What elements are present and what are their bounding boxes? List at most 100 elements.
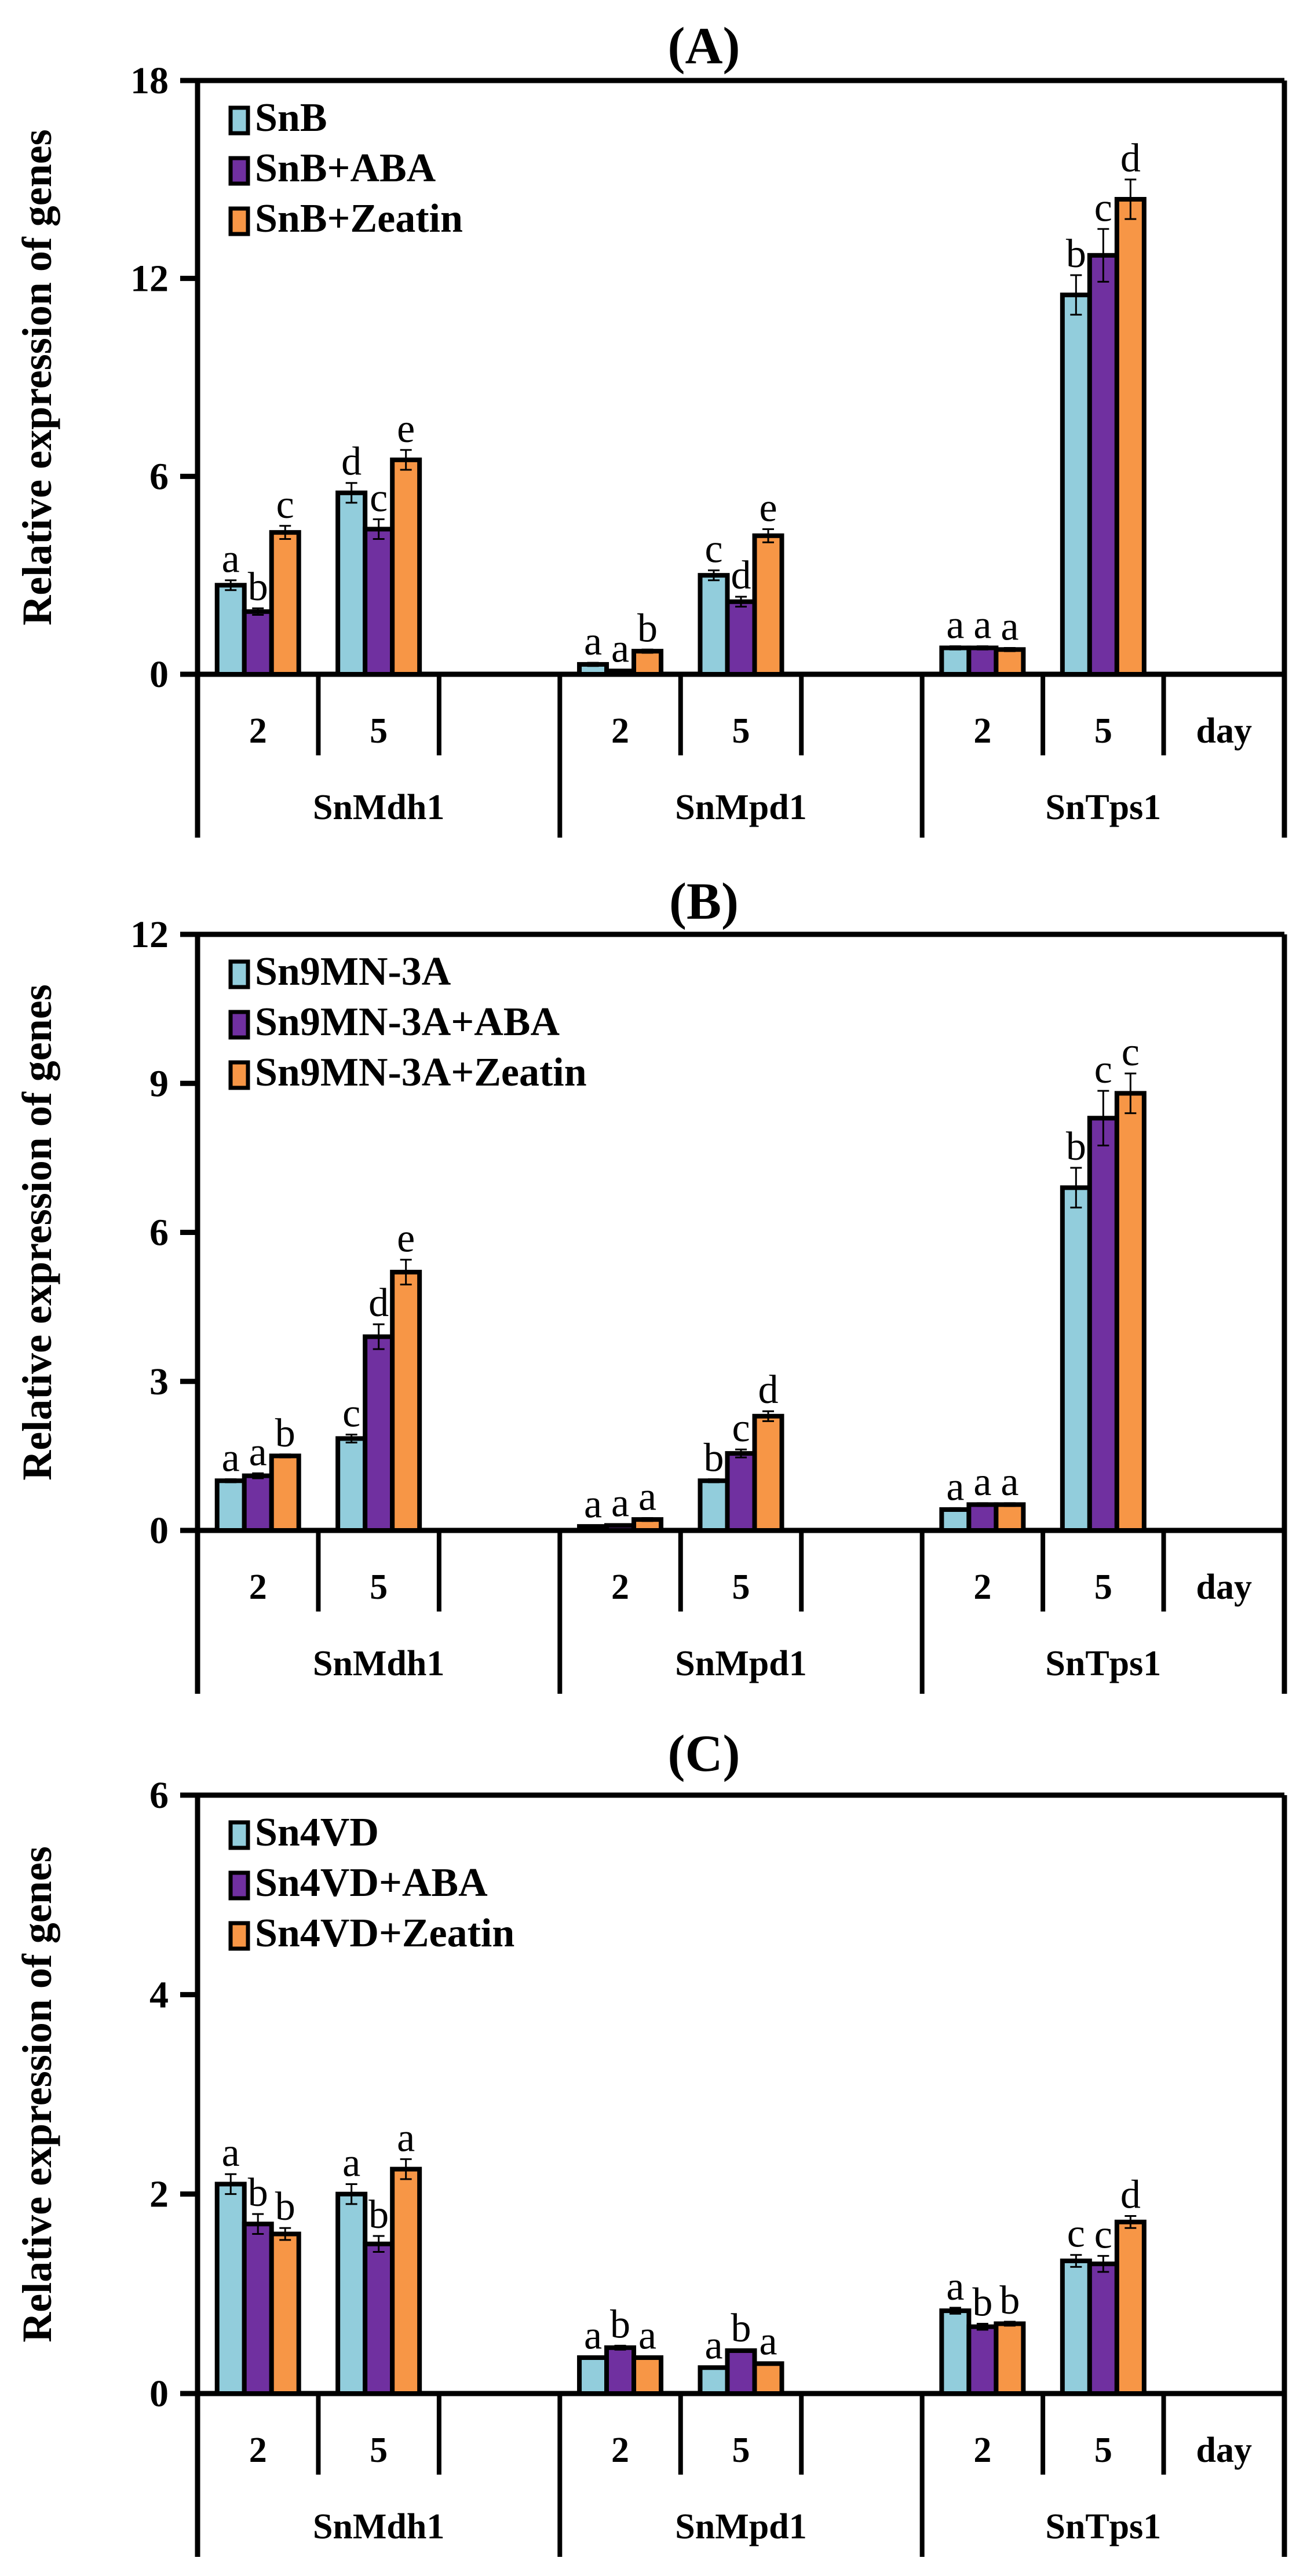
- day-label: 2: [611, 711, 629, 751]
- bar: [214, 1478, 247, 1533]
- day-label: 5: [370, 1567, 388, 1607]
- y-tick-label: 3: [149, 1361, 169, 1403]
- legend-swatch: [228, 1060, 250, 1090]
- significance-letter: c: [1094, 1047, 1112, 1092]
- significance-letter: a: [611, 627, 629, 671]
- significance-letter: a: [946, 1464, 964, 1509]
- bar: [1087, 253, 1119, 677]
- significance-letter: a: [1001, 604, 1018, 649]
- day-label: 2: [973, 2431, 991, 2470]
- bar: [994, 1502, 1026, 1533]
- legend-swatch: [228, 105, 250, 136]
- significance-letter: c: [342, 1391, 360, 1436]
- significance-letter: e: [397, 1216, 415, 1261]
- significance-letter: b: [275, 2184, 295, 2229]
- significance-letter: c: [1094, 185, 1112, 230]
- bar: [390, 457, 422, 677]
- significance-letter: c: [370, 476, 388, 520]
- legend-label: Sn4VD+ABA: [255, 1861, 488, 1905]
- bar: [335, 1436, 368, 1533]
- gene-label: SnMpd1: [675, 2507, 806, 2546]
- significance-letter: b: [248, 565, 268, 609]
- significance-letter: a: [638, 1475, 656, 1519]
- bar: [577, 2355, 609, 2396]
- bar: [604, 2345, 637, 2396]
- legend-swatch: [228, 959, 250, 989]
- significance-letter: d: [368, 1281, 389, 1325]
- bar: [242, 1473, 274, 1533]
- bar: [390, 1270, 422, 1533]
- bar: [1060, 1185, 1092, 1533]
- bar: [242, 2221, 274, 2396]
- panel-title: (C): [668, 1725, 740, 1782]
- day-label: 2: [249, 711, 267, 751]
- bar: [214, 2182, 247, 2396]
- bar: [390, 2166, 422, 2396]
- y-tick-label: 9: [149, 1062, 169, 1105]
- y-tick-label: 6: [149, 1212, 169, 1254]
- significance-letter: a: [584, 2313, 602, 2358]
- legend-label: Sn4VD+Zeatin: [255, 1911, 514, 1956]
- significance-letter: b: [1066, 1124, 1086, 1169]
- legend-swatch: [228, 1921, 250, 1951]
- day-label: 2: [611, 2431, 629, 2470]
- bar: [939, 645, 972, 677]
- legend-label: Sn4VD: [255, 1810, 379, 1855]
- significance-letter: a: [584, 619, 602, 664]
- bar: [214, 583, 247, 677]
- legend-label: SnB: [255, 96, 327, 140]
- gene-label: SnMpd1: [675, 788, 806, 827]
- significance-letter: a: [946, 603, 964, 648]
- significance-letter: c: [704, 527, 722, 572]
- significance-letter: a: [584, 1482, 602, 1526]
- significance-letter: c: [1067, 2212, 1085, 2256]
- day-label: 2: [973, 1567, 991, 1607]
- day-label: 5: [1094, 1567, 1112, 1607]
- legend-label: Sn9MN-3A+Zeatin: [255, 1050, 587, 1095]
- y-tick-label: 12: [130, 258, 169, 300]
- bar: [698, 573, 730, 677]
- bar: [1087, 1116, 1119, 1533]
- significance-letter: a: [397, 2115, 415, 2160]
- significance-letter: c: [1122, 1030, 1140, 1075]
- legend-label: SnB+Zeatin: [255, 196, 463, 241]
- x-unit-label: day: [1196, 711, 1252, 751]
- panel-title: (A): [668, 17, 740, 75]
- day-label: 5: [732, 2431, 750, 2470]
- bar: [725, 599, 757, 677]
- legend-swatch: [228, 1870, 250, 1901]
- bar: [966, 2324, 999, 2396]
- significance-letter: b: [999, 2278, 1020, 2323]
- significance-letter: a: [638, 2313, 656, 2358]
- bar: [335, 490, 368, 677]
- y-axis-label: Relative expression of genes: [14, 1846, 60, 2343]
- legend-swatch: [228, 206, 250, 236]
- legend-label: Sn9MN-3A: [255, 949, 451, 994]
- gene-label: SnTps1: [1045, 2507, 1161, 2546]
- y-tick-label: 0: [149, 653, 169, 696]
- significance-letter: d: [731, 553, 751, 598]
- bar: [363, 527, 395, 677]
- significance-letter: a: [222, 2131, 240, 2175]
- significance-letter: d: [758, 1368, 779, 1412]
- gene-label: SnMdh1: [313, 2507, 444, 2546]
- y-tick-label: 6: [149, 455, 169, 498]
- bar: [335, 2191, 368, 2396]
- legend-swatch: [228, 1820, 250, 1850]
- significance-letter: a: [973, 1460, 991, 1504]
- significance-letter: b: [1066, 232, 1086, 276]
- gene-label: SnMdh1: [313, 788, 444, 827]
- panel-c: (C) Relative expression of genes 0 2 4 6 2 5 SnM…: [14, 1725, 1287, 2557]
- bar: [631, 2355, 664, 2396]
- bar: [939, 2308, 972, 2396]
- bar: [752, 533, 784, 677]
- bar: [939, 1507, 972, 1533]
- y-tick-label: 6: [149, 1774, 169, 1817]
- day-label: 5: [370, 2431, 388, 2470]
- panel-title: (B): [669, 873, 739, 930]
- significance-letter: b: [704, 1436, 724, 1481]
- legend-swatch: [228, 1010, 250, 1040]
- panel-b: (B) Relative expression of genes 0 3 6 9 12 2 5 S…: [14, 873, 1287, 1694]
- day-label: 5: [370, 711, 388, 751]
- y-tick-label: 0: [149, 1510, 169, 1552]
